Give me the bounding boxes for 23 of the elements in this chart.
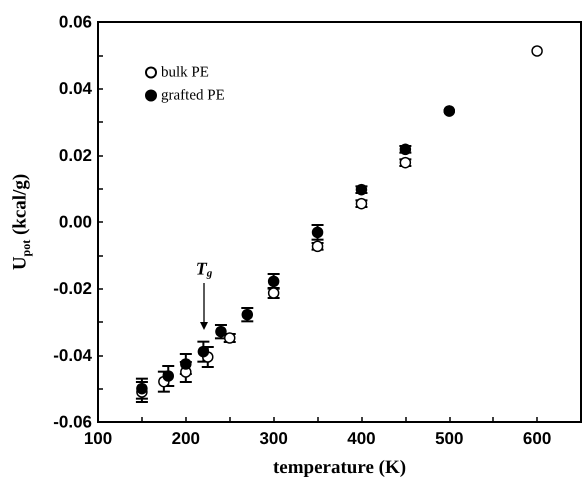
point <box>268 276 280 288</box>
point <box>162 370 174 382</box>
legend-label: grafted PE <box>161 88 225 104</box>
x-tick-label: 500 <box>435 429 464 448</box>
x-tick-label: 100 <box>84 429 112 448</box>
y-tick-label: 0.04 <box>58 79 93 98</box>
y-tick-label: 0.02 <box>58 146 92 165</box>
y-tick-label: -0.06 <box>53 412 92 432</box>
x-tick-label: 300 <box>259 429 288 448</box>
legend-label: bulk PE <box>161 64 209 80</box>
point <box>180 358 192 370</box>
x-tick-label: 400 <box>347 429 376 448</box>
y-axis-title: Upot (kcal/g) <box>10 174 33 270</box>
x-tick-label: 600 <box>522 429 552 448</box>
point <box>312 226 324 238</box>
y-tick-label: -0.02 <box>53 279 92 298</box>
y-tick-label: 0.00 <box>58 212 92 232</box>
y-tick-label: 0.06 <box>58 12 92 32</box>
y-tick-label: -0.04 <box>53 346 93 365</box>
x-axis-title: temperature (K) <box>272 457 406 478</box>
point <box>198 346 210 358</box>
point <box>531 45 543 57</box>
x-tick-label: 200 <box>172 429 200 448</box>
